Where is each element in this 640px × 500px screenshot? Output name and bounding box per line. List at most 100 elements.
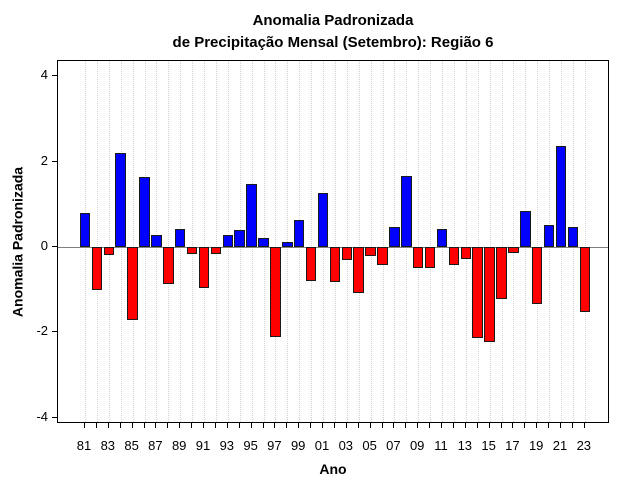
year-gridline (108, 61, 110, 422)
bar-year-82 (91, 247, 103, 290)
x-axis-tick (429, 423, 431, 428)
x-axis-title: Ano (319, 461, 347, 477)
x-tick-label-83: 83 (100, 438, 116, 453)
bar-year-02 (329, 247, 341, 282)
x-axis-tick (500, 423, 502, 428)
x-axis-tick (560, 423, 561, 428)
x-tick-label-23: 23 (576, 438, 592, 453)
year-gridline (418, 61, 420, 422)
x-tick-label-99: 99 (290, 438, 306, 453)
year-gridline (513, 61, 515, 422)
bar-year-03 (341, 247, 353, 260)
year-gridline (358, 61, 360, 422)
y-tick-label--2: -2 (36, 323, 48, 339)
x-tick-label-11: 11 (434, 438, 448, 453)
x-tick-label-95: 95 (243, 438, 258, 453)
bar-year-11 (436, 229, 448, 247)
bar-year-93 (222, 235, 234, 247)
bar-year-22 (567, 226, 579, 247)
bar-year-99 (293, 219, 305, 247)
x-axis-tick (548, 423, 550, 428)
bar-year-92 (210, 247, 222, 254)
x-tick-label-87: 87 (148, 438, 163, 453)
bar-year-83 (103, 247, 115, 255)
x-axis-tick (369, 423, 371, 428)
bar-year-91 (198, 247, 210, 288)
x-axis-tick (571, 423, 573, 428)
x-axis-tick (131, 423, 133, 428)
x-axis-tick (310, 423, 312, 428)
y-axis-tick (52, 160, 57, 162)
year-gridline (370, 61, 372, 422)
bar-year-18 (520, 211, 531, 247)
year-gridline (168, 61, 170, 422)
chart-title: Anomalia Padronizada (252, 12, 414, 29)
x-axis-tick (405, 423, 407, 428)
x-tick-label-07: 07 (386, 438, 401, 453)
year-gridline (465, 61, 467, 422)
x-tick-label-93: 93 (219, 438, 235, 453)
x-tick-label-21: 21 (552, 438, 568, 453)
x-axis-tick (464, 423, 466, 428)
x-axis-tick (298, 423, 300, 428)
x-axis-tick (191, 423, 193, 428)
y-axis-tick (52, 331, 57, 333)
bar-year-98 (282, 242, 293, 247)
y-tick-label-0: 0 (40, 238, 48, 253)
x-tick-label-05: 05 (362, 438, 377, 453)
x-axis-tick (476, 423, 478, 428)
x-axis-tick (179, 423, 181, 428)
year-gridline (334, 61, 336, 422)
x-axis-tick (143, 423, 145, 428)
x-axis-tick (488, 423, 490, 428)
y-tick-label-4: 4 (40, 67, 48, 83)
bar-year-16 (496, 247, 507, 299)
year-gridline (584, 61, 586, 422)
bar-year-19 (531, 247, 543, 305)
y-axis-tick (52, 246, 57, 247)
bar-year-04 (353, 247, 364, 293)
bar-year-84 (115, 153, 126, 247)
bar-year-08 (401, 176, 412, 247)
x-axis-tick (441, 423, 442, 428)
x-axis-tick (393, 423, 395, 428)
x-axis-tick (417, 423, 419, 428)
chart-title-block: Anomalia Padronizada de Precipitação Men… (57, 10, 609, 54)
x-tick-label-09: 09 (409, 438, 425, 453)
x-axis-tick (226, 423, 228, 428)
x-tick-label-03: 03 (338, 438, 354, 453)
bar-year-00 (305, 247, 317, 282)
x-axis-tick (274, 423, 276, 428)
year-gridline (215, 61, 217, 422)
x-axis-tick (84, 423, 85, 428)
year-gridline (382, 61, 384, 422)
year-gridline (501, 61, 503, 422)
x-axis-tick (250, 423, 252, 428)
bar-year-17 (508, 247, 519, 254)
bar-year-95 (246, 184, 257, 247)
bar-year-86 (139, 177, 150, 247)
bar-year-21 (555, 145, 567, 247)
bar-year-15 (484, 247, 495, 342)
bar-year-06 (377, 247, 388, 265)
x-axis-tick (452, 423, 454, 428)
year-gridline (311, 61, 313, 422)
year-gridline (132, 61, 134, 422)
x-tick-label-01: 01 (314, 438, 330, 453)
x-axis-tick (119, 423, 121, 428)
x-axis-tick (381, 423, 383, 428)
bar-year-89 (174, 228, 186, 247)
bar-year-23 (579, 247, 591, 312)
x-axis-tick (333, 423, 335, 428)
x-tick-label-17: 17 (505, 438, 520, 453)
bar-year-01 (317, 192, 329, 247)
x-axis-tick (167, 423, 169, 428)
y-axis-tick (52, 75, 57, 77)
x-axis-tick (214, 423, 216, 428)
bar-year-87 (151, 235, 162, 247)
x-axis-tick (155, 423, 157, 428)
x-axis-tick (524, 423, 526, 428)
y-tick-label--4: -4 (36, 408, 48, 424)
year-gridline (453, 61, 455, 422)
